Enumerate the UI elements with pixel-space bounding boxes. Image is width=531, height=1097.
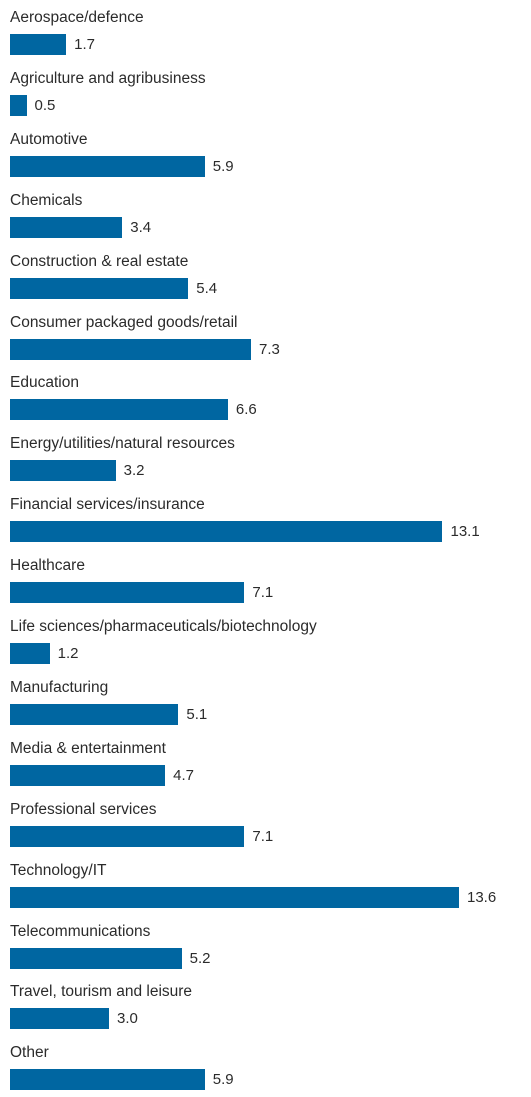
value-label: 3.4 (130, 218, 152, 236)
bar (10, 582, 245, 604)
category-label: Other (10, 1044, 49, 1062)
value-label: 6.6 (235, 401, 257, 419)
value-label: 7.3 (259, 340, 280, 358)
category-label: Automotive (10, 130, 88, 148)
value-label: 1.7 (74, 36, 95, 53)
category-label: Education (10, 374, 79, 392)
category-label: Travel, tourism and leisure (10, 983, 193, 1001)
value-label: 7.1 (252, 584, 274, 602)
bar (10, 1008, 110, 1030)
bar (10, 643, 50, 664)
value-label: 4.7 (173, 766, 195, 784)
category-label: Technology/IT (10, 861, 107, 879)
bar (10, 764, 166, 786)
bar (10, 521, 443, 543)
value-label: 0.5 (34, 96, 56, 114)
bar (10, 460, 116, 482)
value-label: 5.9 (212, 157, 234, 175)
category-label: Energy/utilities/natural resources (10, 435, 235, 453)
category-label: Professional services (10, 800, 157, 818)
category-label: Agriculture and agribusiness (10, 69, 206, 87)
value-label: 1.2 (57, 645, 79, 662)
category-label: Chemicals (10, 191, 83, 209)
category-label: Media & entertainment (10, 739, 166, 757)
category-label: Telecommunications (10, 922, 151, 940)
category-label: Manufacturing (10, 678, 109, 696)
value-label: 5.1 (186, 705, 208, 723)
bar (10, 34, 67, 55)
value-label: 13.1 (450, 523, 480, 541)
value-label: 5.2 (189, 949, 211, 967)
category-label: Healthcare (10, 557, 85, 575)
value-label: 5.9 (212, 1071, 234, 1089)
bar (10, 216, 123, 238)
bar (10, 703, 179, 725)
bar (10, 886, 459, 908)
bar (10, 277, 189, 299)
bar (10, 399, 228, 421)
value-label: 7.1 (252, 827, 274, 845)
value-label: 3.0 (117, 1010, 138, 1028)
bar (10, 947, 182, 969)
bar (10, 94, 27, 116)
bar (10, 155, 205, 177)
category-label: Life sciences/pharmaceuticals/biotechnol… (10, 618, 317, 635)
category-label: Consumer packaged goods/retail (10, 313, 238, 331)
category-label: Construction & real estate (10, 252, 189, 270)
value-label: 5.4 (196, 279, 218, 297)
category-label: Financial services/insurance (10, 496, 205, 514)
category-label: Aerospace/defence (10, 9, 144, 26)
bar (10, 1069, 205, 1091)
value-label: 3.2 (123, 462, 145, 480)
value-label: 13.6 (467, 888, 497, 906)
bar (10, 338, 251, 360)
bar (10, 825, 245, 847)
